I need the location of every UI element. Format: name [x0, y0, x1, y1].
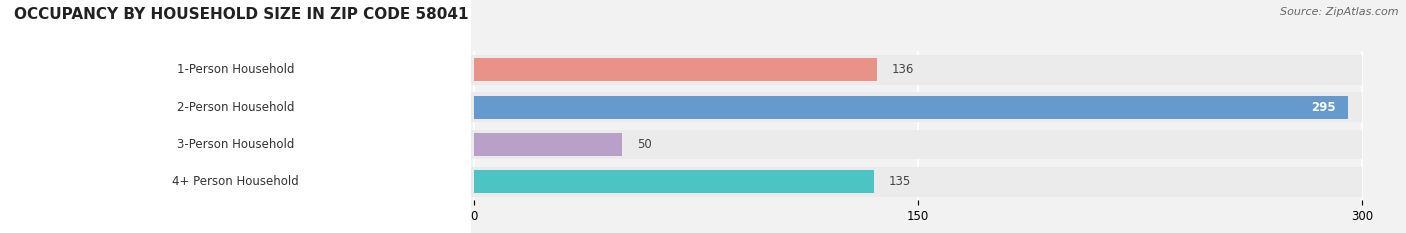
Text: OCCUPANCY BY HOUSEHOLD SIZE IN ZIP CODE 58041: OCCUPANCY BY HOUSEHOLD SIZE IN ZIP CODE …: [14, 7, 468, 22]
Text: 3-Person Household: 3-Person Household: [177, 138, 294, 151]
Text: Source: ZipAtlas.com: Source: ZipAtlas.com: [1281, 7, 1399, 17]
Bar: [6, 55, 1362, 85]
FancyBboxPatch shape: [0, 20, 471, 194]
Bar: [6, 92, 1362, 122]
FancyBboxPatch shape: [0, 95, 471, 233]
Bar: [474, 133, 621, 156]
Text: 50: 50: [637, 138, 651, 151]
Bar: [474, 170, 873, 193]
Text: 1-Person Household: 1-Person Household: [177, 63, 294, 76]
Bar: [6, 167, 1362, 197]
Text: 2-Person Household: 2-Person Household: [177, 101, 294, 114]
Text: 4+ Person Household: 4+ Person Household: [172, 175, 299, 188]
Bar: [6, 130, 1362, 159]
Bar: [474, 96, 1347, 119]
FancyBboxPatch shape: [0, 0, 471, 157]
Text: 295: 295: [1310, 101, 1336, 114]
Bar: [474, 58, 876, 82]
Text: 136: 136: [891, 63, 914, 76]
FancyBboxPatch shape: [0, 57, 471, 232]
Text: 135: 135: [889, 175, 911, 188]
